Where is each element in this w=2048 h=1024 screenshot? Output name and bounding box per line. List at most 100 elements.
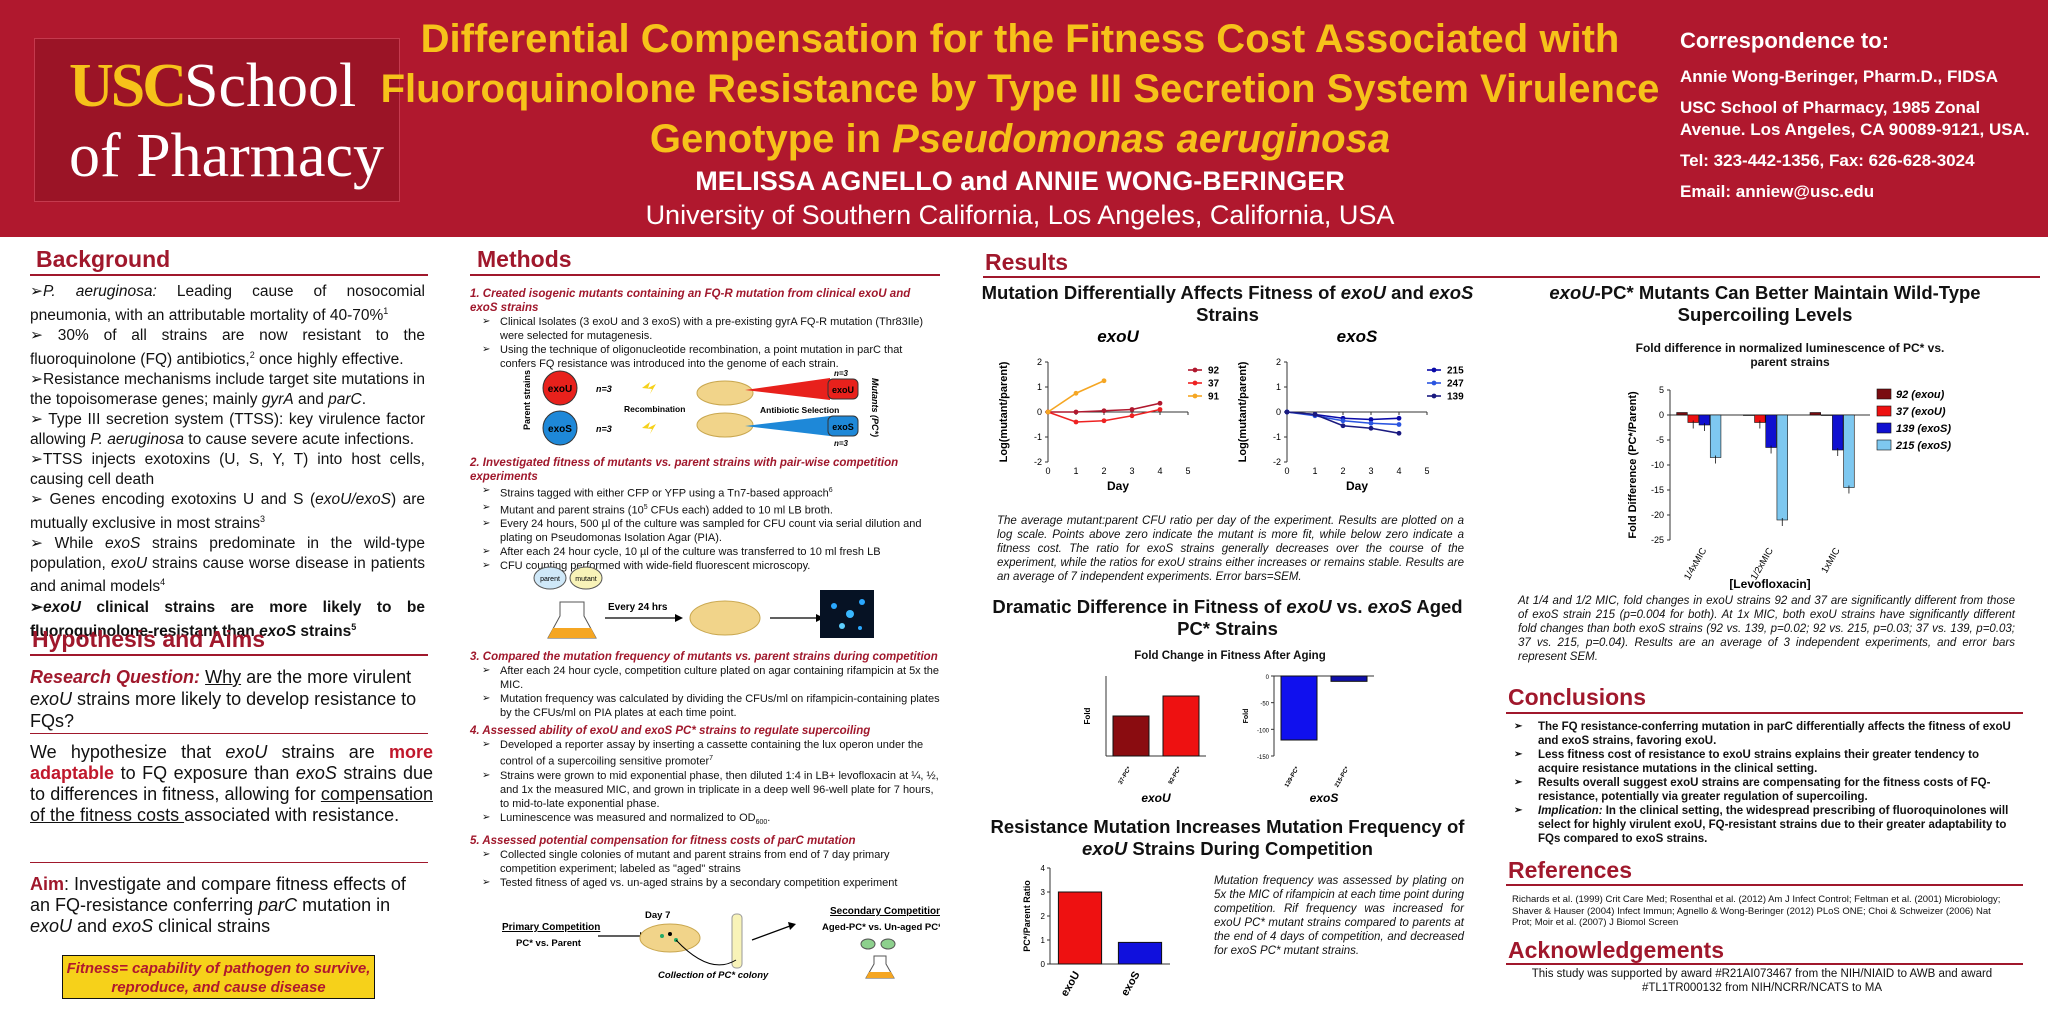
methods-bullet: Developed a reporter assay by inserting … <box>470 738 940 769</box>
conclusions-rule <box>1506 712 2023 714</box>
bg-item: ➢ While exoS strains predominate in the … <box>30 535 425 596</box>
y-tick-label: 2 <box>1037 357 1042 367</box>
legend-swatch <box>1876 439 1892 451</box>
chart-title: exoS <box>1337 327 1378 346</box>
y-tick-label: 0 <box>1037 407 1042 417</box>
authors: MELISSA AGNELLO and ANNIE WONG-BERINGER <box>695 166 1345 196</box>
corr-address: USC School of Pharmacy, 1985 Zonal Avenu… <box>1680 98 2030 139</box>
methods-bullet: Tested fitness of aged vs. un-aged strai… <box>470 876 940 890</box>
data-point <box>1073 419 1079 425</box>
background-rule <box>30 274 428 276</box>
legend-marker <box>1431 393 1437 399</box>
title-line-3a: Genotype in <box>649 117 893 161</box>
y-tick-label: 0 <box>1659 410 1664 420</box>
bolt-icon <box>642 382 656 394</box>
y-tick-label: -5 <box>1656 435 1664 445</box>
acknowledgements-heading: Acknowledgements <box>1508 937 1724 963</box>
y-axis-label: PC*/Parent Ratio <box>1022 880 1032 952</box>
y-tick-label: 5 <box>1659 385 1664 395</box>
y-tick-label: -25 <box>1651 535 1664 545</box>
data-point <box>1340 418 1346 424</box>
y-tick-label: 1 <box>1037 382 1042 392</box>
bar <box>1112 715 1150 757</box>
data-point <box>1101 378 1107 384</box>
methods-step-4-title: 4. Assessed ability of exoU and exoS PC*… <box>470 725 871 737</box>
bar <box>1057 891 1103 965</box>
diagram-mutant-exos: exoS <box>832 422 854 432</box>
bar <box>1765 414 1777 448</box>
title-line-1: Differential Compensation for the Fitnes… <box>420 17 1620 61</box>
diagram-secondary-competition: Secondary Competition <box>830 906 940 917</box>
mutagenesis-diagram: Parent strains (clinical) exoU exoS n=3 … <box>522 368 880 448</box>
bg-item: ➢ Type III secretion system (TTSS): key … <box>30 411 426 448</box>
methods-heading: Methods <box>477 246 572 272</box>
legend-label: 139 <box>1447 392 1464 403</box>
methods-bullet: Strains were grown to mid exponential ph… <box>470 769 940 811</box>
correspondence: Correspondence to: Annie Wong-Beringer, … <box>1680 30 2040 212</box>
aim-text: Aim: Investigate and compare fitness eff… <box>30 874 406 936</box>
methods-bullet: Strains tagged with either CFP or YFP us… <box>470 484 940 501</box>
data-point <box>1368 417 1374 422</box>
methods-step-1-title: 1. Created isogenic mutants containing a… <box>470 288 911 314</box>
legend-label: 139 (exoS) <box>1896 423 1951 435</box>
x-tick-label: 5 <box>1424 466 1429 476</box>
x-tick-label: 3 <box>1129 466 1134 476</box>
bar <box>1162 695 1200 757</box>
bolt-icon <box>642 422 656 434</box>
research-question: Research Question: Why are the more viru… <box>30 667 417 731</box>
chart-exou-fitness: exoU -2 -1 0 1 2 0 1 2 3 4 5 Day Log(mutant/parent) 92… <box>998 327 1220 493</box>
x-tick-label: 4 <box>1396 466 1401 476</box>
diagram-aged-vs-unaged: Aged-PC* vs. Un-aged PC* <box>822 922 940 933</box>
data-point <box>1340 423 1346 429</box>
diagram-mutant-bubble: mutant <box>575 576 596 583</box>
diagram-collection: Collection of PC* colony <box>658 970 769 981</box>
chart-mutation-frequency: 0 1 2 3 4 PC*/Parent Ratio exoU exoS <box>1022 864 1170 999</box>
legend-swatch <box>1876 422 1892 434</box>
y-tick-label: -100 <box>1257 728 1270 734</box>
x-axis-label: Day <box>1107 479 1129 493</box>
bg-item: ➢P. aeruginosa: Leading cause of nosocom… <box>30 283 425 324</box>
correspondence-title: Correspondence to: <box>1680 28 1890 53</box>
diagram-parent-bubble: parent <box>540 576 560 583</box>
corr-email[interactable]: Email: anniew@usc.edu <box>1680 182 1875 201</box>
results-heading: Results <box>985 249 1069 275</box>
legend-label: 215 <box>1447 366 1464 377</box>
chart-exos-aged: 0 -50 -100 -150 Fold 139-PC* 215-PC* exoS <box>1243 675 1374 805</box>
fig4-title: exoU-PC* Mutants Can Better Maintain Wil… <box>1549 282 1981 325</box>
methods-step-2: 2. Investigated fitness of mutants vs. p… <box>470 452 940 573</box>
data-point <box>1073 409 1079 415</box>
diagram-parent-label: Parent strains (clinical) <box>522 368 532 430</box>
y-tick-label: 2 <box>1041 912 1046 921</box>
data-point <box>1101 408 1107 414</box>
legend-label: 91 <box>1208 392 1220 403</box>
x-tick-label: 2 <box>1101 466 1106 476</box>
fig1-caption: The average mutant:parent CFU ratio per … <box>997 515 1464 583</box>
corr-tel: Tel: 323-442-1356, Fax: 626-628-3024 <box>1680 151 1975 170</box>
diagram-every-24: Every 24 hrs <box>608 602 668 613</box>
fig2-chart-title: Fold Change in Fitness After Aging <box>1134 650 1326 662</box>
category-label: 37-PC* <box>1118 765 1133 785</box>
methods-step-2-title: 2. Investigated fitness of mutants vs. p… <box>470 457 899 483</box>
category-label: 1/4xMIC <box>1682 546 1709 582</box>
bar <box>1832 414 1844 451</box>
diagram-recombination: Recombination <box>624 404 685 414</box>
category-label: 215-PC* <box>1334 765 1351 788</box>
diagram-n: n=3 <box>596 424 612 434</box>
bar <box>1709 414 1722 458</box>
y-axis-label: Fold <box>1243 709 1250 724</box>
bg-item: ➢TTSS injects exotoxins (U, S, Y, T) int… <box>30 451 425 488</box>
poster-header: USCSchool of Pharmacy Differential Compe… <box>0 0 2048 237</box>
conclusion-item: Results overall suggest exoU strains are… <box>1508 776 2014 804</box>
bar <box>1743 414 1755 416</box>
methods-step-5-title: 5. Assessed potential compensation for f… <box>470 834 856 847</box>
diagram-antibiotic: Antibiotic Selection <box>760 405 839 415</box>
y-tick-label: -50 <box>1260 702 1269 708</box>
diagram-n: n=3 <box>596 384 612 394</box>
legend-swatch <box>1876 405 1892 417</box>
y-axis-label: Fold Difference (PC*/Parent) <box>1627 391 1639 539</box>
diagram-wedge-blue <box>745 416 830 436</box>
bg-item: ➢exoU clinical strains are more likely t… <box>30 599 425 640</box>
x-tick-label: 0 <box>1284 466 1289 476</box>
methods-bullet: Mutant and parent strains (105 CFUs each… <box>470 501 940 518</box>
methods-step-1: 1. Created isogenic mutants containing a… <box>470 283 940 371</box>
